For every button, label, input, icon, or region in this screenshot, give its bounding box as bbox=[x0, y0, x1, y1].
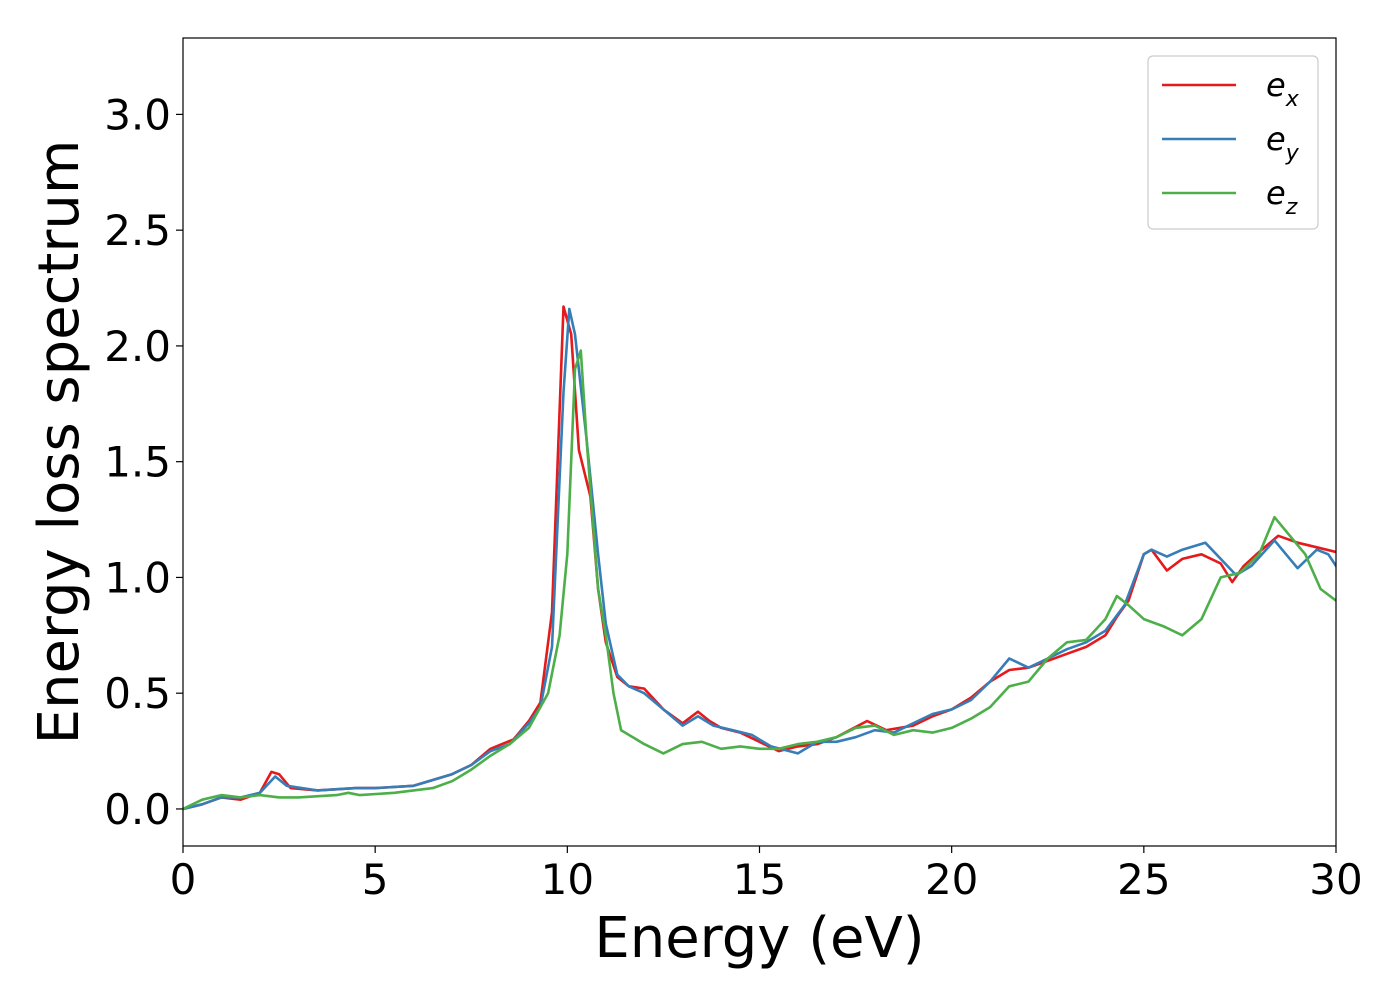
series-line-y bbox=[183, 307, 1336, 811]
legend-label-subscript: z bbox=[1285, 195, 1298, 220]
y-tick-label: 0.5 bbox=[104, 669, 171, 718]
legend-label-subscript: y bbox=[1285, 141, 1300, 166]
x-tick-label: 30 bbox=[1309, 855, 1362, 904]
x-tick-label: 25 bbox=[1117, 855, 1170, 904]
y-tick-label: 0.0 bbox=[104, 785, 171, 834]
legend-label-z: ez bbox=[1266, 174, 1298, 220]
series-line-z bbox=[183, 349, 1336, 811]
y-tick-label: 2.0 bbox=[104, 322, 171, 371]
legend-label-subscript: x bbox=[1285, 87, 1300, 112]
x-tick-label: 5 bbox=[362, 855, 389, 904]
legend-label-base: e bbox=[1266, 174, 1286, 212]
y-tick-label: 1.0 bbox=[104, 553, 171, 602]
y-axis: 0.0 0.5 1.0 1.5 2.0 2.5 3.0 bbox=[104, 90, 183, 834]
x-tick-label: 0 bbox=[170, 855, 197, 904]
y-tick-label: 1.5 bbox=[104, 438, 171, 487]
series-layer bbox=[183, 305, 1336, 811]
x-axis: 0 5 10 15 20 25 30 bbox=[170, 846, 1363, 904]
legend-label-base: e bbox=[1266, 66, 1286, 104]
legend-box bbox=[1147, 55, 1319, 230]
legend-label-base: e bbox=[1266, 120, 1286, 158]
x-axis-title: Energy (eV) bbox=[594, 906, 924, 971]
y-tick-label: 3.0 bbox=[104, 90, 171, 139]
y-tick-label: 2.5 bbox=[104, 206, 171, 255]
x-tick-label: 10 bbox=[541, 855, 594, 904]
y-axis-title: Energy loss spectrum bbox=[27, 140, 92, 745]
legend-label-x: ex bbox=[1266, 66, 1300, 112]
legend-label-y: ey bbox=[1266, 120, 1300, 166]
x-tick-label: 15 bbox=[733, 855, 786, 904]
x-tick-label: 20 bbox=[925, 855, 978, 904]
